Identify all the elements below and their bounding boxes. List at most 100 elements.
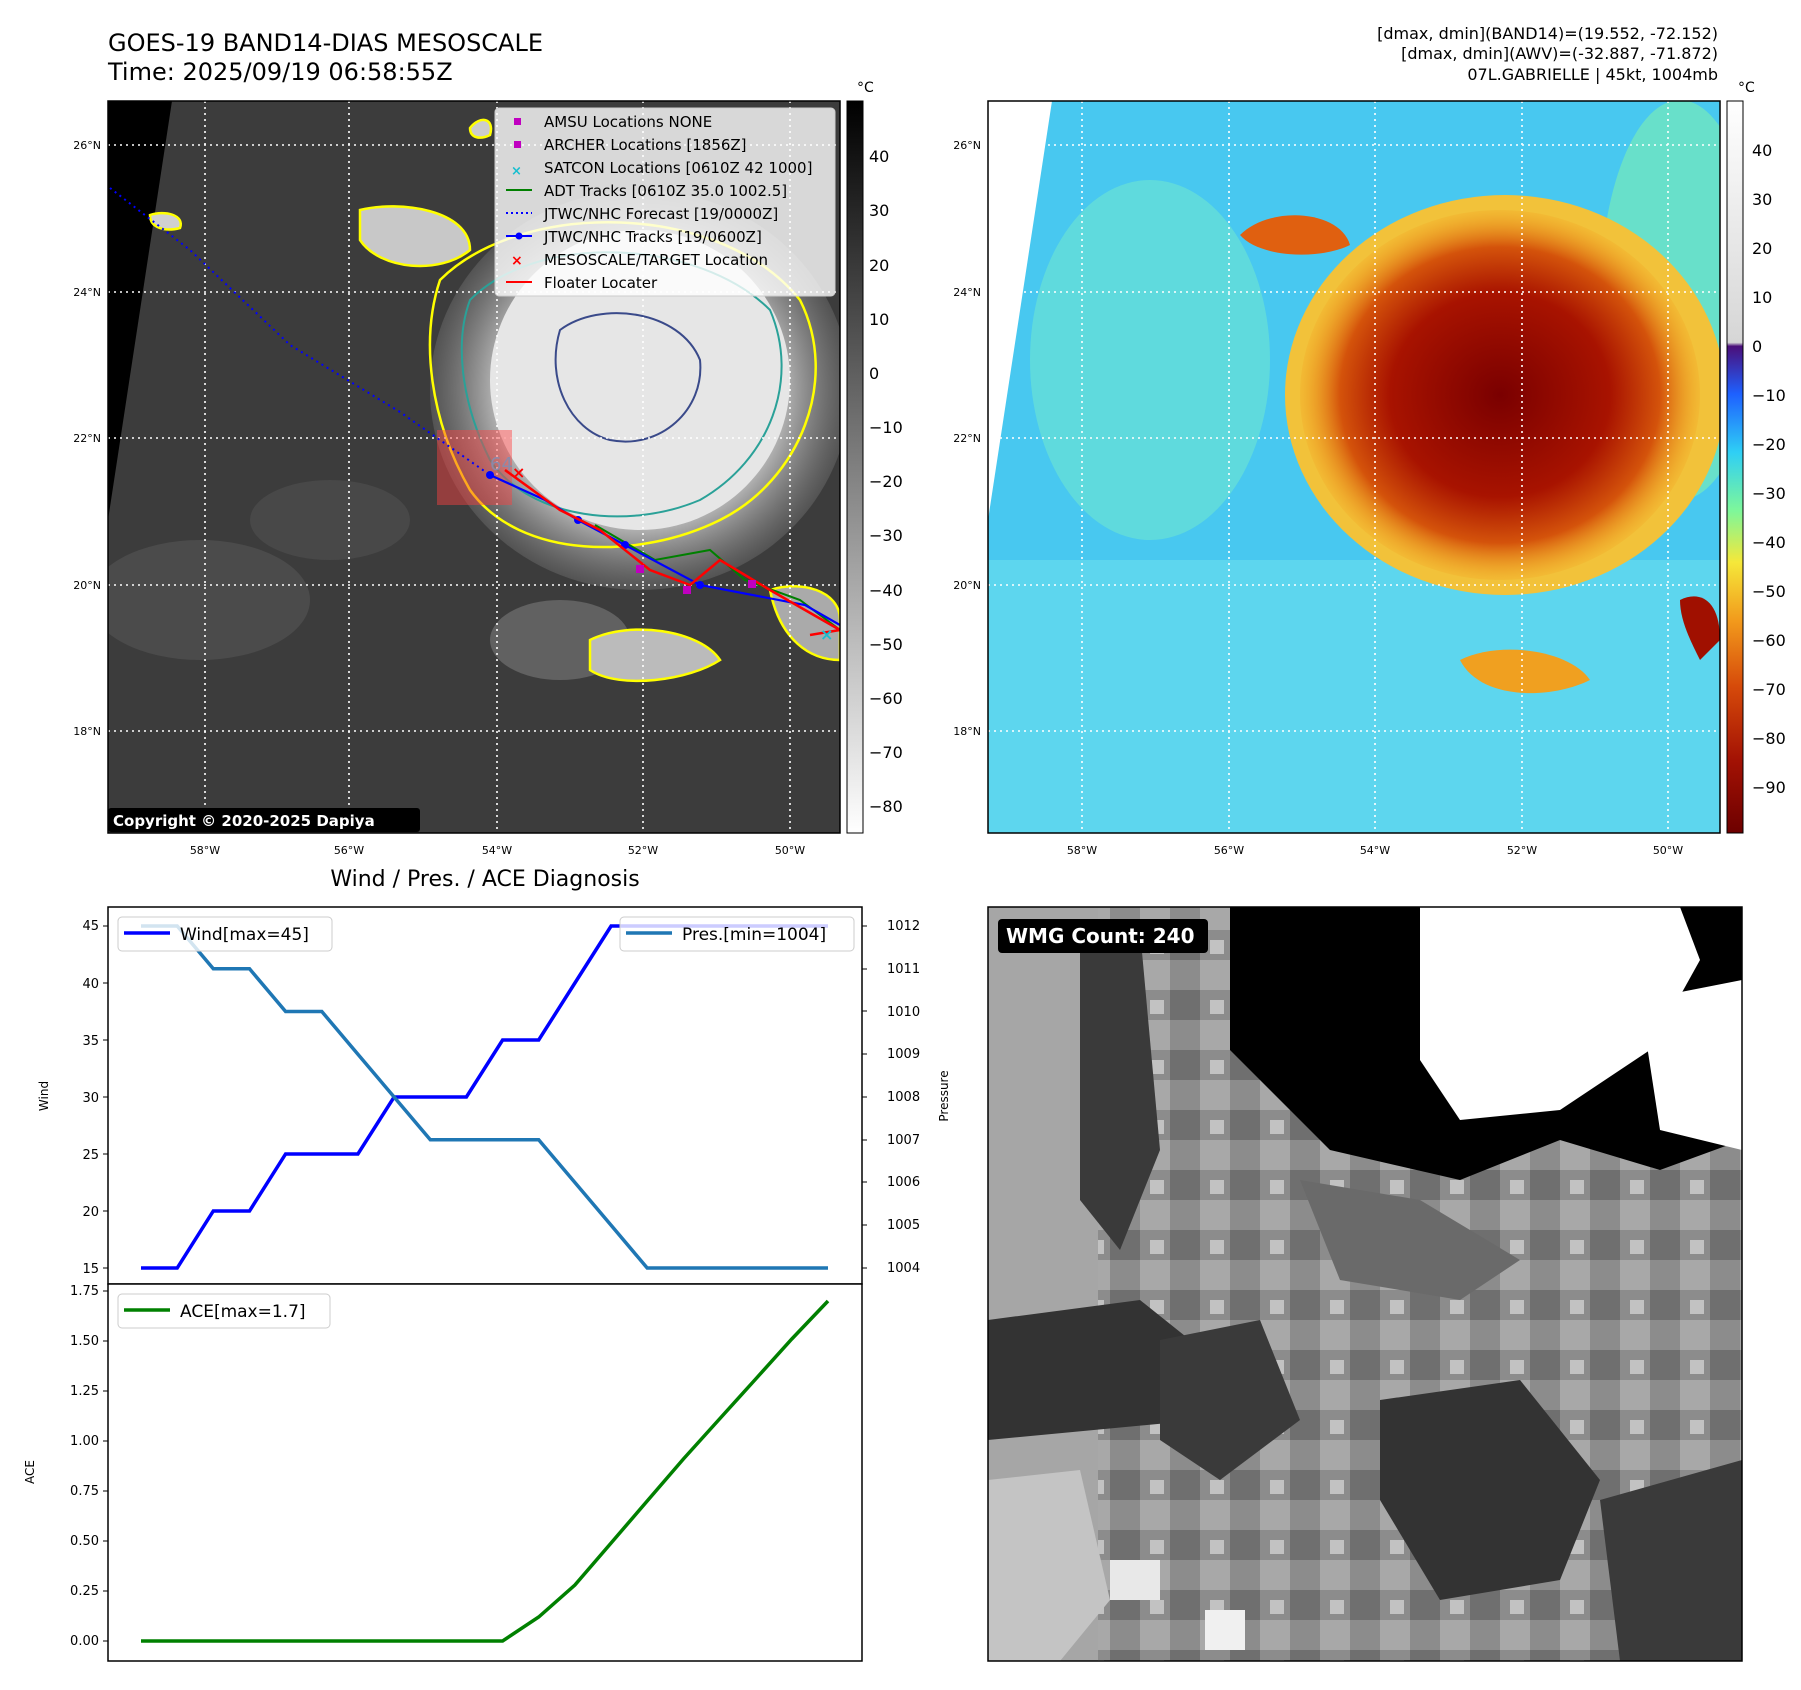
wind-pressure-chart: Wind / Pres. / ACE Diagnosis Wind Pressu…: [37, 867, 951, 1285]
awv-lat-tick: 22°N: [953, 432, 981, 445]
pres-ytick: 1006: [887, 1175, 920, 1190]
pres-ytick: 1012: [887, 919, 920, 934]
ir-cbar-tick: −20: [869, 472, 903, 491]
wind-ytick: 20: [82, 1205, 99, 1220]
ir-cbar-tick: 20: [869, 256, 889, 275]
ir-cbar-tick: −30: [869, 526, 903, 545]
awv-cbar-tick: −60: [1752, 631, 1786, 650]
awv-cbar-tick: 0: [1752, 337, 1762, 356]
pressure-series-line: [141, 924, 828, 1270]
svg-text:×: ×: [511, 253, 523, 269]
ir-cbar-tick: 40: [869, 147, 889, 166]
pressure-axis-label: Pressure: [937, 1070, 951, 1121]
ir-legend: × × AMSU Locations NONE ARCHER Locations…: [494, 107, 836, 297]
ace-ytick: 0.50: [70, 1534, 99, 1549]
awv-lon-tick: 58°W: [1067, 844, 1097, 857]
awv-cbar-tick: −40: [1752, 533, 1786, 552]
ace-ytick: 0.75: [70, 1484, 99, 1499]
wind-ytick: 30: [82, 1091, 99, 1106]
wind-axis-label: Wind: [37, 1081, 51, 1111]
storm-intensity-label: 64: [490, 454, 513, 475]
ir-cbar-tick: −40: [869, 581, 903, 600]
awv-colorbar: [1726, 100, 1744, 834]
copyright-box: [108, 808, 420, 832]
awv-cbar-tick: −70: [1752, 680, 1786, 699]
awv-lat-tick: 20°N: [953, 579, 981, 592]
svg-text:×: ×: [511, 164, 522, 179]
awv-cbar-tick: −50: [1752, 582, 1786, 601]
wind-ytick: 25: [82, 1148, 99, 1163]
awv-cbar-tick: −20: [1752, 435, 1786, 454]
title-line2: Time: 2025/09/19 06:58:55Z: [107, 58, 453, 86]
info-line2: [dmax, dmin](AWV)=(-32.887, -71.872): [1401, 44, 1718, 63]
legend-jtwc-forecast: JTWC/NHC Forecast [19/0000Z]: [543, 205, 778, 223]
awv-colorbar-unit: °C: [1738, 80, 1755, 96]
diagnosis-title: Wind / Pres. / ACE Diagnosis: [330, 867, 639, 892]
wind-ytick: 40: [82, 977, 99, 992]
ir-lon-tick: 56°W: [334, 844, 364, 857]
pressure-legend-label: Pres.[min=1004]: [682, 925, 826, 945]
ir-cbar-tick: 30: [869, 201, 889, 220]
pres-ytick: 1009: [887, 1047, 920, 1062]
awv-map: 58°W 56°W 54°W 52°W 50°W 26°N 24°N 22°N …: [953, 80, 1786, 857]
ir-colorbar: [846, 100, 864, 834]
legend-floater: Floater Locater: [544, 274, 658, 292]
awv-cbar-tick: 20: [1752, 239, 1772, 258]
ir-cbar-tick: −80: [869, 797, 903, 816]
awv-cbar-tick: −80: [1752, 729, 1786, 748]
pres-ytick: 1010: [887, 1005, 920, 1020]
pres-ytick: 1005: [887, 1218, 920, 1233]
ace-chart: ACE 1.75 1.50 1.25 1.00 0.75 0.50 0.25 0…: [23, 1283, 863, 1662]
ir-cbar-tick: −50: [869, 635, 903, 654]
legend-archer: ARCHER Locations [1856Z]: [544, 136, 747, 154]
pres-ytick: 1007: [887, 1133, 920, 1148]
ir-lon-tick: 52°W: [628, 844, 658, 857]
awv-cbar-tick: −30: [1752, 484, 1786, 503]
awv-lon-tick: 56°W: [1214, 844, 1244, 857]
awv-cbar-tick: 40: [1752, 141, 1772, 160]
ir-colorbar-unit: °C: [857, 80, 874, 96]
svg-text:×: ×: [512, 463, 525, 482]
wmg-count-label: WMG Count: 240: [1006, 924, 1195, 948]
wind-ytick: 45: [82, 919, 99, 934]
pres-ytick: 1011: [887, 962, 920, 977]
ir-lon-tick: 54°W: [482, 844, 512, 857]
info-line3: 07L.GABRIELLE | 45kt, 1004mb: [1467, 65, 1718, 84]
ace-ytick: 1.25: [70, 1384, 99, 1399]
pres-ytick: 1008: [887, 1090, 920, 1105]
pres-ytick: 1004: [887, 1261, 920, 1276]
ir-cbar-tick: 10: [869, 310, 889, 329]
mesoscale-target-box: [437, 430, 512, 505]
ace-ytick: 1.00: [70, 1434, 99, 1449]
ace-series-line: [141, 1299, 830, 1643]
ace-ytick: 1.75: [70, 1284, 99, 1299]
awv-cbar-tick: −10: [1752, 386, 1786, 405]
awv-lon-tick: 54°W: [1360, 844, 1390, 857]
awv-lat-tick: 18°N: [953, 725, 981, 738]
awv-cbar-tick: 30: [1752, 190, 1772, 209]
ir-lon-tick: 50°W: [775, 844, 805, 857]
ir-lat-tick: 20°N: [73, 579, 101, 592]
legend-satcon: SATCON Locations [0610Z 42 1000]: [544, 159, 812, 177]
svg-text:×: ×: [820, 625, 833, 644]
jtwc-forecast-track: [109, 187, 491, 476]
awv-lat-tick: 24°N: [953, 286, 981, 299]
pressure-legend: Pres.[min=1004]: [619, 916, 855, 952]
wmg-panel: WMG Count: 240: [987, 906, 1743, 1662]
awv-cbar-tick: −90: [1752, 778, 1786, 797]
ir-cbar-tick: 0: [869, 364, 879, 383]
ir-cbar-tick: −70: [869, 743, 903, 762]
ir-map: 64 × × 58°W 56°W 54°W 52°W: [73, 80, 903, 857]
wind-legend: Wind[max=45]: [117, 916, 333, 952]
ir-lat-tick: 22°N: [73, 432, 101, 445]
awv-lon-tick: 50°W: [1653, 844, 1683, 857]
ir-lat-tick: 24°N: [73, 286, 101, 299]
ace-legend-label: ACE[max=1.7]: [180, 1302, 306, 1322]
ace-ytick: 1.50: [70, 1334, 99, 1349]
wind-yticks: 45 40 35 30 25 20 15: [82, 919, 99, 1277]
wind-ytick: 35: [82, 1034, 99, 1049]
legend-jtwc-tracks: JTWC/NHC Tracks [19/0600Z]: [543, 228, 762, 246]
wmg-count-box: [998, 919, 1208, 953]
legend-mesoscale-target: MESOSCALE/TARGET Location: [544, 251, 768, 269]
